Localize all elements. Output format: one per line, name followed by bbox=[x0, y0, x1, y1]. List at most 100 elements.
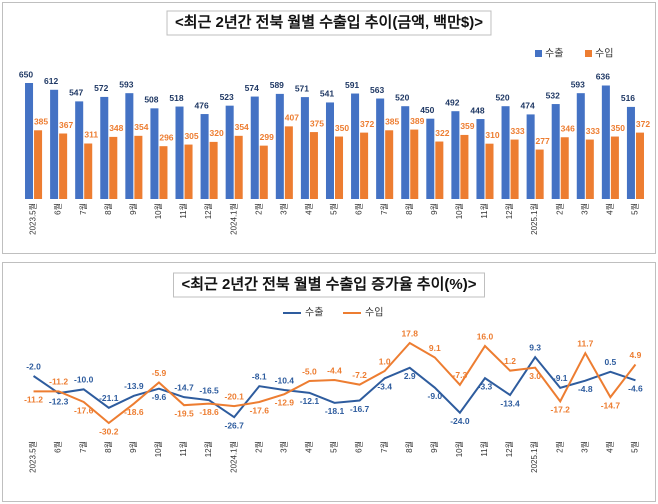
bar bbox=[134, 135, 143, 199]
data-label: -13.4 bbox=[500, 398, 520, 408]
data-label: -30.2 bbox=[99, 426, 119, 436]
x-tick-label: 6월 bbox=[354, 441, 364, 453]
bar bbox=[610, 136, 619, 199]
legend-swatch bbox=[585, 50, 592, 57]
bar bbox=[34, 130, 43, 199]
data-label: -18.6 bbox=[199, 407, 219, 417]
data-label: 476 bbox=[194, 100, 208, 110]
x-tick-label: 3월 bbox=[579, 441, 589, 453]
x-tick-label: 2월 bbox=[554, 203, 564, 215]
bar bbox=[426, 118, 435, 199]
data-label: 348 bbox=[109, 123, 123, 133]
data-label: -3.3 bbox=[478, 381, 493, 391]
chart-title: <최근 2년간 전북 월별 수출입 추이(금액, 백만$)> bbox=[175, 13, 483, 31]
data-label: 350 bbox=[335, 123, 349, 133]
title-box bbox=[173, 272, 485, 298]
bar bbox=[325, 102, 334, 199]
x-tick-label: 12월 bbox=[203, 203, 213, 219]
data-label: 9.1 bbox=[429, 343, 441, 353]
data-label: 593 bbox=[571, 79, 585, 89]
bar bbox=[351, 93, 360, 199]
data-label: 333 bbox=[586, 126, 600, 136]
chart-title: <최근 2년간 전북 월별 수출입 증가율 추이(%)> bbox=[182, 275, 477, 293]
legend-label: 수입 bbox=[595, 47, 613, 60]
x-tick-label: 7월 bbox=[379, 203, 389, 215]
data-label: 299 bbox=[260, 132, 274, 142]
data-label: 385 bbox=[34, 117, 48, 127]
x-tick-label: 2025.1월 bbox=[529, 441, 539, 473]
x-tick-label: 7월 bbox=[78, 441, 88, 453]
x-tick-label: 5월 bbox=[329, 203, 339, 215]
x-tick-label: 7월 bbox=[379, 441, 389, 453]
data-label: 636 bbox=[596, 72, 610, 82]
x-tick-label: 4월 bbox=[604, 441, 614, 453]
data-label: 389 bbox=[410, 116, 424, 126]
bar bbox=[485, 143, 494, 199]
x-tick-label: 2월 bbox=[554, 441, 564, 453]
data-label: -4.4 bbox=[327, 365, 342, 375]
series-line bbox=[32, 355, 636, 419]
bar bbox=[460, 134, 469, 199]
bar bbox=[300, 97, 309, 199]
bar bbox=[435, 141, 444, 199]
x-tick-label: 5월 bbox=[329, 441, 339, 453]
data-label: -14.7 bbox=[174, 382, 194, 392]
bar bbox=[275, 93, 284, 199]
data-label: -8.1 bbox=[252, 371, 267, 381]
data-label: 591 bbox=[345, 80, 359, 90]
bar bbox=[150, 108, 159, 199]
bar bbox=[635, 132, 644, 199]
bar bbox=[84, 143, 93, 199]
x-tick-label: 11월 bbox=[479, 441, 489, 457]
x-tick-label: 12월 bbox=[504, 203, 514, 219]
bar bbox=[284, 126, 293, 199]
data-label: 0.5 bbox=[604, 357, 616, 367]
data-label: 17.8 bbox=[401, 328, 418, 338]
bar bbox=[159, 146, 168, 199]
x-tick-label: 2월 bbox=[253, 441, 263, 453]
bar bbox=[501, 106, 510, 199]
bar bbox=[601, 85, 610, 199]
x-tick-label: 3월 bbox=[579, 203, 589, 215]
bar bbox=[259, 145, 268, 199]
data-label: -11.2 bbox=[24, 395, 43, 405]
bar bbox=[25, 83, 34, 199]
bar bbox=[250, 96, 259, 199]
data-label: -12.1 bbox=[300, 396, 320, 406]
bar bbox=[309, 132, 318, 199]
bar bbox=[410, 129, 419, 199]
x-tick-label: 3월 bbox=[278, 203, 288, 215]
data-label: 4.9 bbox=[630, 350, 642, 360]
data-label: -12.9 bbox=[275, 397, 295, 407]
bar bbox=[59, 133, 68, 199]
data-label: 385 bbox=[385, 117, 399, 127]
data-label: 354 bbox=[235, 122, 249, 132]
data-label: 296 bbox=[159, 132, 173, 142]
data-label: 516 bbox=[621, 93, 635, 103]
data-label: -13.9 bbox=[124, 381, 144, 391]
legend-label: 수출 bbox=[545, 48, 563, 60]
data-label: 589 bbox=[270, 80, 284, 90]
x-tick-label: 9월 bbox=[128, 441, 138, 453]
bar bbox=[360, 132, 369, 199]
data-label: -7.3 bbox=[453, 370, 468, 380]
data-label: -4.6 bbox=[628, 384, 643, 394]
data-label: 3.0 bbox=[529, 371, 541, 381]
x-tick-label: 8월 bbox=[103, 203, 113, 215]
data-label: 1.0 bbox=[379, 356, 391, 366]
x-tick-label: 11월 bbox=[178, 441, 188, 457]
data-label: 547 bbox=[69, 88, 83, 98]
x-tick-label: 12월 bbox=[504, 441, 514, 457]
data-label: 520 bbox=[395, 92, 409, 102]
x-tick-label: 10월 bbox=[153, 441, 163, 457]
bar bbox=[560, 137, 569, 199]
bar bbox=[175, 106, 184, 199]
bar bbox=[209, 141, 218, 199]
bar bbox=[125, 93, 134, 199]
data-label: 1.2 bbox=[504, 356, 516, 366]
data-label: 518 bbox=[169, 93, 183, 103]
bar bbox=[335, 136, 344, 199]
x-tick-label: 4월 bbox=[604, 203, 614, 215]
data-label: 354 bbox=[134, 122, 148, 132]
